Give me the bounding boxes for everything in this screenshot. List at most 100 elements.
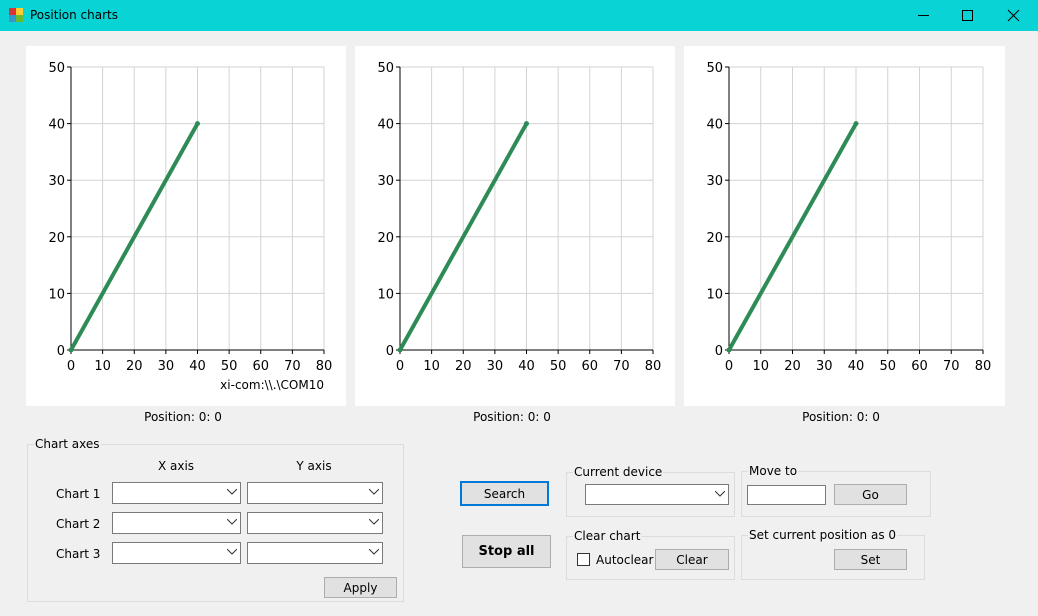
y-tick-label: 50 [377,61,394,76]
chart-panel: 0 10 20 30 40 50 0 10 20 30 40 50 60 70 80 [355,46,675,406]
y-tick-label: 10 [377,287,394,302]
x-tick-label: 0 [396,359,404,374]
data-point [853,121,859,127]
y-tick-label: 50 [706,61,723,76]
window-controls[interactable] [900,0,1038,31]
x-tick-label: 80 [316,359,333,374]
group-title: Chart axes [34,437,101,451]
x-tick-label: 80 [975,359,992,374]
y-tick-label: 40 [706,118,723,133]
x-tick-label: 50 [221,359,238,374]
position-label: Position: 0: 0 [144,410,222,424]
group-title: Set current position as 0 [748,528,898,542]
chart: 0 10 20 30 40 50 0 10 20 30 40 50 60 70 80 xi-com:\\.\C… [48,61,333,392]
chart-annotation: xi-com:\\.\COM10 [220,378,324,392]
column-label: Y axis [296,459,332,473]
move-to-group: Move to [741,464,931,517]
x-tick-label: 10 [423,359,440,374]
data-point [524,121,529,127]
x-tick-label: 20 [784,359,801,374]
column-label: X axis [157,459,195,473]
y-tick-label: 20 [706,231,723,246]
x-tick-label: 70 [613,359,630,374]
autoclear-checkbox[interactable] [577,553,590,566]
axis-combo[interactable] [112,512,241,534]
row-label: Chart 1 [56,487,101,501]
current-device-group: Current device [566,465,735,517]
move-to-input[interactable] [747,485,826,505]
y-tick-label: 0 [386,344,394,359]
data-point [68,347,74,353]
y-tick-label: 10 [706,287,723,302]
row-label: Chart 3 [56,547,101,561]
y-tick-label: 40 [377,118,394,133]
x-tick-label: 60 [911,359,928,374]
x-tick-label: 40 [189,359,206,374]
x-tick-label: 30 [816,359,833,374]
x-tick-label: 0 [725,359,733,374]
y-tick-label: 0 [715,344,723,359]
chart: 0 10 20 30 40 50 0 10 20 30 40 50 60 70 80 [377,61,662,374]
y-tick-label: 0 [57,344,65,359]
x-tick-label: 10 [94,359,111,374]
group-title: Current device [573,465,664,479]
x-tick-label: 80 [645,359,662,374]
chart: 0 10 20 30 40 50 0 10 20 30 40 50 60 70 80 [706,61,992,374]
x-tick-label: 0 [67,359,75,374]
chart-panel: 0 10 20 30 40 50 0 10 20 30 40 50 60 70 80 xi-com:\\.\C… [26,46,346,406]
position-label: Position: 0: 0 [802,410,880,424]
chart-axes-group: Chart axes [27,437,404,602]
group-title: Move to [748,464,799,478]
window-title: Position charts [30,8,118,22]
go-button[interactable]: Go [834,484,907,505]
axis-combo[interactable] [112,482,241,504]
y-tick-label: 10 [48,287,65,302]
group-title: Clear chart [573,529,642,543]
y-tick-label: 40 [48,118,65,133]
axis-combo[interactable] [112,542,241,564]
data-point [195,121,200,127]
x-tick-label: 50 [879,359,896,374]
clear-button[interactable]: Clear [655,549,729,570]
position-label: Position: 0: 0 [473,410,551,424]
x-tick-label: 20 [126,359,143,374]
data-line [398,122,529,351]
x-tick-label: 40 [848,359,865,374]
clear-chart-group: Clear chart [566,529,735,580]
x-tick-label: 50 [550,359,567,374]
axis-combo[interactable] [247,512,383,534]
axis-combo[interactable] [247,542,383,564]
x-tick-label: 70 [284,359,301,374]
title-bar: Position charts [0,0,1038,31]
x-tick-label: 60 [252,359,269,374]
set-zero-group: Set current position as 0 [741,528,925,580]
y-tick-label: 20 [48,231,65,246]
axis-combo[interactable] [247,482,383,504]
y-tick-label: 20 [377,231,394,246]
x-tick-label: 10 [752,359,769,374]
data-line [727,122,858,351]
y-tick-label: 30 [377,174,394,189]
x-tick-label: 60 [581,359,598,374]
x-tick-label: 30 [487,359,504,374]
x-tick-label: 40 [518,359,535,374]
apply-button[interactable]: Apply [324,577,397,598]
checkbox-label: Autoclear [596,553,654,567]
data-point [397,347,403,353]
data-point [726,347,732,353]
x-tick-label: 20 [455,359,472,374]
stop-all-button[interactable]: Stop all [462,535,551,568]
y-tick-label: 30 [48,174,65,189]
app-icon [9,8,23,22]
y-tick-label: 30 [706,174,723,189]
x-tick-label: 30 [158,359,175,374]
data-line [69,122,200,351]
search-button[interactable]: Search [460,481,549,506]
set-button[interactable]: Set [834,549,907,570]
device-combo[interactable] [585,484,729,505]
x-tick-label: 70 [943,359,960,374]
y-tick-label: 50 [48,61,65,76]
chart-panel: 0 10 20 30 40 50 0 10 20 30 40 50 60 70 80 [684,46,1005,406]
row-label: Chart 2 [56,517,101,531]
